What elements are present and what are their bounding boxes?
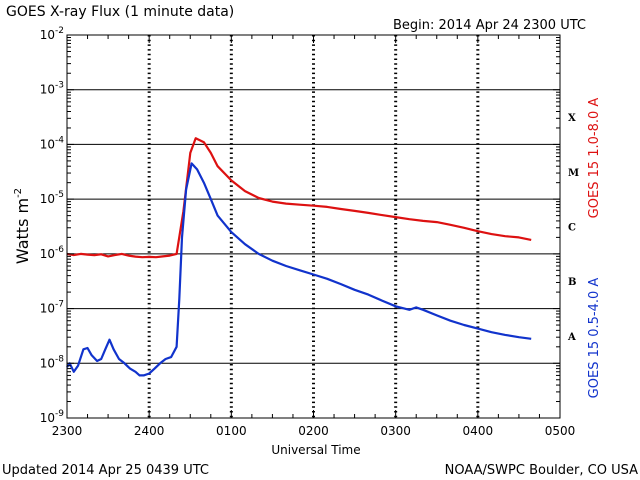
begin-label: Begin: 2014 Apr 24 2300 UTC <box>393 18 586 33</box>
grid-layer <box>67 35 560 418</box>
x-tick-label: 2400 <box>134 424 165 438</box>
footer-updated: Updated 2014 Apr 25 0439 UTC <box>2 463 209 478</box>
y-tick-exponent: -8 <box>55 354 64 364</box>
x-tick-label: 0500 <box>545 424 576 438</box>
y-tick-exponent: -3 <box>55 81 64 91</box>
y-tick-base: 10 <box>40 411 55 425</box>
y-tick-label: 10-9 <box>40 409 65 425</box>
legend-series-long: GOES 15 1.0-8.0 A <box>587 98 602 219</box>
x-axis-title: Universal Time <box>271 443 360 457</box>
y-tick-label: 10-4 <box>40 135 65 151</box>
y-tick-base: 10 <box>40 137 55 151</box>
y-tick-exponent: -5 <box>55 190 64 200</box>
y-tick-exponent: -6 <box>55 245 64 255</box>
y-tick-label: 10-3 <box>40 81 64 97</box>
footer-credit: NOAA/SWPC Boulder, CO USA <box>445 463 638 478</box>
y-tick-base: 10 <box>40 192 55 206</box>
flare-class-label: M <box>568 168 579 179</box>
y-tick-label: 10-8 <box>40 354 65 370</box>
y-tick-exponent: -2 <box>55 26 64 36</box>
legend-series-short: GOES 15 0.5-4.0 A <box>587 278 602 399</box>
x-tick-label: 0100 <box>216 424 247 438</box>
y-tick-exponent: -9 <box>55 409 64 419</box>
x-tick-label: 0300 <box>380 424 411 438</box>
y-tick-base: 10 <box>40 356 55 370</box>
flare-class-label: X <box>568 113 576 124</box>
series-line-long-wavelength <box>66 137 532 259</box>
y-axis-title-exponent: -2 <box>13 188 24 198</box>
y-axis-title: Watts m-2 <box>13 188 32 264</box>
y-tick-exponent: -7 <box>55 300 64 310</box>
y-tick-exponent: -4 <box>55 135 64 145</box>
x-tick-label: 0400 <box>463 424 494 438</box>
x-tick-label: 0200 <box>298 424 329 438</box>
y-tick-base: 10 <box>40 28 55 42</box>
series-line-short-wavelength <box>66 162 532 377</box>
series-layer <box>66 137 532 377</box>
flare-class-label: A <box>567 332 576 343</box>
y-axis-title-main: Watts m <box>13 198 32 264</box>
flare-class-label: C <box>568 223 576 234</box>
flare-class-label: B <box>568 277 576 288</box>
y-tick-label: 10-6 <box>40 245 65 261</box>
y-tick-base: 10 <box>40 83 55 97</box>
y-tick-base: 10 <box>40 247 55 261</box>
y-tick-label: 10-7 <box>40 300 64 316</box>
y-tick-label: 10-5 <box>40 190 64 206</box>
y-tick-base: 10 <box>40 302 55 316</box>
chart-title: GOES X-ray Flux (1 minute data) <box>6 4 234 20</box>
x-tick-label: 2300 <box>52 424 83 438</box>
y-tick-label: 10-2 <box>40 26 64 42</box>
